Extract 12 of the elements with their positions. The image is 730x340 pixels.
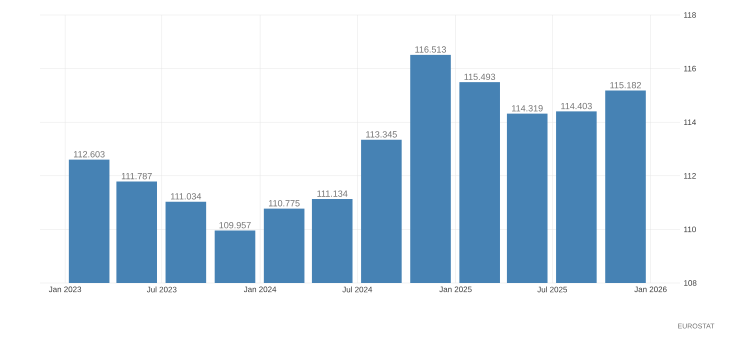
data-label: 115.493 [464,74,496,80]
data-label: 111.034 [170,193,202,200]
data-label: 110.775 [268,200,300,206]
data-label: 111.787 [122,172,152,180]
data-label: 116.513 [415,46,446,53]
data-label: 112.603 [74,151,105,158]
data-label: 114.403 [561,102,592,110]
data-label: 115.182 [610,82,641,88]
data-label: 113.345 [366,131,397,138]
data-label: 111.134 [317,190,348,197]
data-label: 114.319 [512,105,543,112]
data-label: 109.957 [219,222,251,228]
